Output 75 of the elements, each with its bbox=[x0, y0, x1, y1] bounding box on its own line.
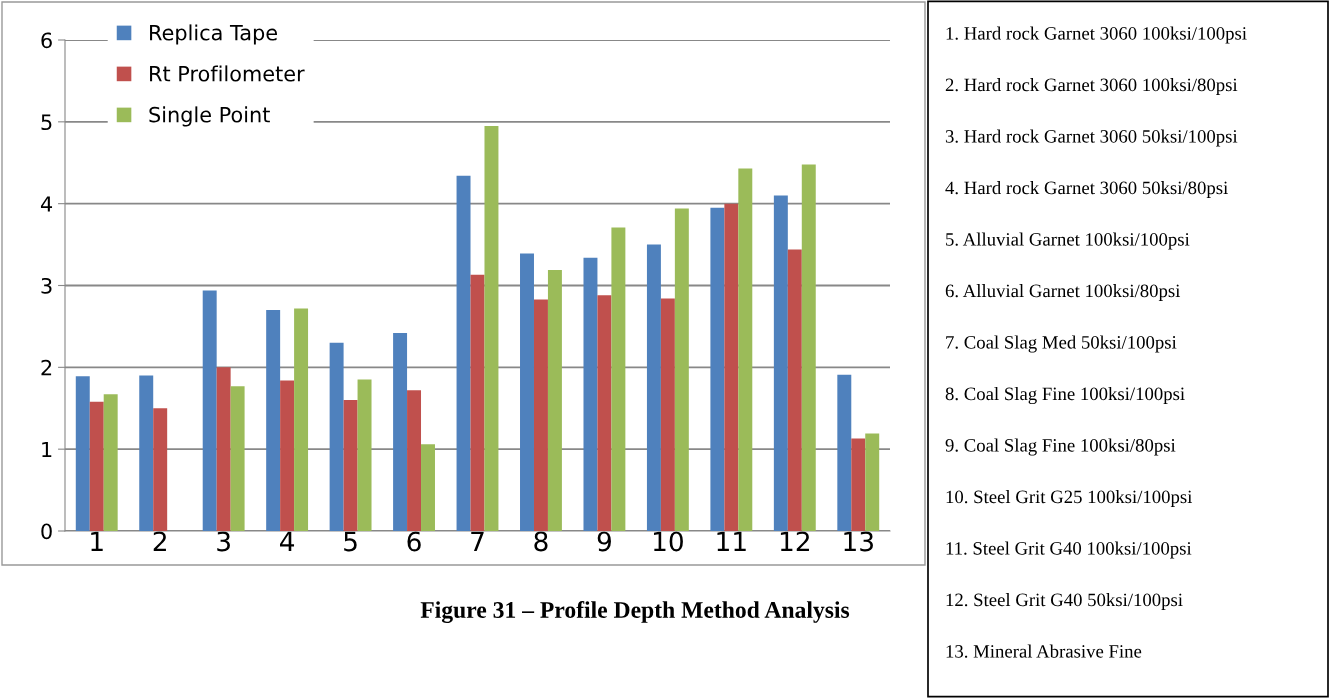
bar bbox=[801, 164, 816, 531]
bar bbox=[456, 175, 471, 531]
y-tick-label: 4 bbox=[40, 196, 53, 212]
bar bbox=[547, 269, 562, 531]
bar bbox=[837, 374, 852, 531]
text: 6. Alluvial Garnet 100ksi/80psi bbox=[945, 284, 1181, 301]
bar bbox=[583, 257, 598, 531]
x-tick-label: 10 bbox=[653, 531, 683, 552]
y-tick-label: 2 bbox=[41, 359, 52, 376]
text: 8. Coal Slag Fine 100ksi/100psi bbox=[945, 386, 1185, 405]
bar bbox=[230, 386, 245, 531]
bar bbox=[421, 444, 435, 531]
x-tick-label: 7 bbox=[471, 531, 484, 552]
bar bbox=[851, 438, 866, 531]
bar bbox=[738, 168, 753, 531]
bar bbox=[89, 401, 104, 531]
x-tick-label: 6 bbox=[407, 531, 421, 552]
x-tick-label: 1 bbox=[91, 531, 103, 552]
text: 9. Coal Slag Fine 100ksi/80psi bbox=[945, 438, 1176, 456]
bar bbox=[484, 125, 499, 531]
text: 10. Steel Grit G25 100ksi/100psi bbox=[946, 490, 1193, 507]
bar bbox=[710, 207, 725, 531]
x-tick-label: 9 bbox=[597, 531, 611, 552]
bar bbox=[266, 310, 281, 531]
x-tick-label: 3 bbox=[217, 531, 230, 552]
bar bbox=[533, 299, 548, 531]
x-tick-label: 5 bbox=[344, 531, 357, 552]
x-tick-label: 11 bbox=[717, 531, 746, 552]
bar bbox=[294, 308, 309, 531]
text: 13. Mineral Abrasive Fine bbox=[946, 644, 1142, 658]
text: 7. Coal Slag Med 50ksi/100psi bbox=[946, 335, 1177, 353]
y-tick-label: 6 bbox=[41, 32, 52, 49]
y-tick-label: 1 bbox=[42, 441, 52, 458]
y-tick-label: 0 bbox=[41, 523, 52, 540]
bar bbox=[75, 376, 90, 531]
text: Figure 31 – Profile Depth Method Analysis bbox=[420, 601, 850, 623]
text: 3. Hard rock Garnet 3060 50ksi/100psi bbox=[945, 129, 1238, 147]
legend-label: Replica Tape bbox=[150, 24, 277, 45]
bar bbox=[724, 203, 739, 531]
text: 2. Hard rock Garnet 3060 100ksi/80psi bbox=[945, 78, 1238, 95]
bar bbox=[660, 298, 675, 531]
bar bbox=[611, 227, 626, 531]
bar bbox=[216, 367, 231, 531]
y-tick-label: 5 bbox=[41, 114, 52, 131]
x-tick-label: 12 bbox=[780, 531, 809, 552]
text: 11. Steel Grit G40 100ksi/100psi bbox=[946, 541, 1192, 559]
x-tick-label: 4 bbox=[280, 531, 295, 552]
legend-label: Rt Profilometer bbox=[150, 65, 305, 82]
bar bbox=[646, 244, 661, 531]
bar bbox=[153, 408, 168, 531]
bar bbox=[280, 380, 295, 531]
bar bbox=[329, 342, 344, 531]
bar bbox=[470, 274, 485, 531]
bar bbox=[787, 249, 802, 531]
bar bbox=[139, 375, 154, 531]
bar bbox=[357, 379, 372, 531]
bar bbox=[773, 195, 788, 531]
x-tick-label: 13 bbox=[844, 531, 873, 552]
text: 12. Steel Grit G40 50ksi/100psi bbox=[946, 593, 1183, 610]
bar bbox=[343, 400, 358, 531]
x-tick-label: 8 bbox=[534, 531, 548, 552]
x-tick-label: 2 bbox=[153, 531, 166, 552]
text: 1. Hard rock Garnet 3060 100ksi/100psi bbox=[946, 26, 1247, 44]
bar bbox=[202, 290, 217, 531]
bar bbox=[393, 332, 408, 531]
bar bbox=[674, 208, 689, 531]
bar bbox=[103, 394, 118, 531]
bar bbox=[865, 433, 880, 531]
bar bbox=[407, 390, 422, 531]
text: 5. Alluvial Garnet 100ksi/100psi bbox=[946, 232, 1190, 250]
bar bbox=[597, 295, 612, 531]
legend-label: Single Point bbox=[149, 106, 270, 127]
bar bbox=[520, 253, 534, 531]
text: 4. Hard rock Garnet 3060 50ksi/80psi bbox=[945, 181, 1228, 198]
y-tick-label: 3 bbox=[41, 277, 52, 294]
